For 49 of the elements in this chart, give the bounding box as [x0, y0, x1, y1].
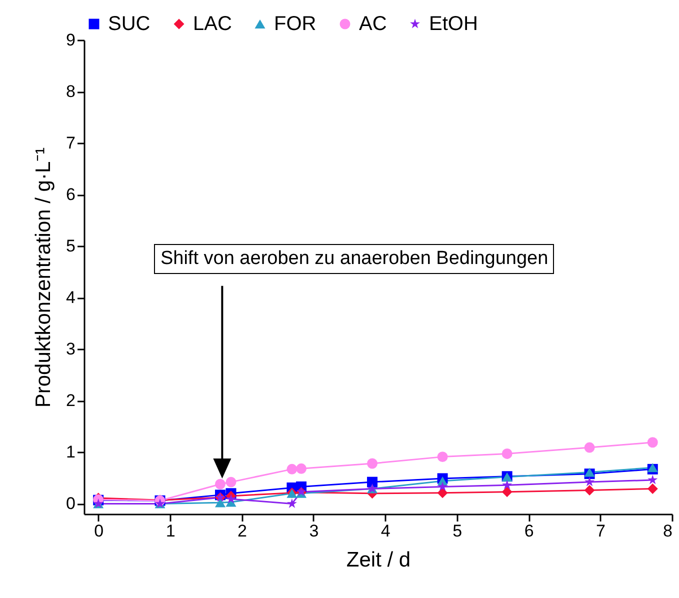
x-tick-label: 6: [524, 522, 534, 540]
x-tick-label: 8: [663, 522, 672, 540]
legend-label: SUC: [108, 13, 150, 35]
y-tick-label: 5: [66, 236, 76, 256]
x-tick-label: 2: [238, 522, 247, 540]
point: [647, 437, 658, 448]
legend-label: LAC: [193, 13, 232, 35]
point: [584, 468, 595, 477]
point: [367, 476, 378, 488]
point: [502, 480, 512, 490]
y-tick-label: 0: [66, 494, 76, 514]
point: [226, 494, 236, 504]
point: [286, 498, 297, 508]
point: [437, 452, 448, 462]
legend-label: AC: [359, 13, 387, 35]
x-tick-label: 3: [309, 522, 319, 540]
point: [584, 442, 595, 453]
point: [438, 481, 448, 491]
point: [437, 488, 448, 498]
x-tick-label: 0: [94, 522, 104, 540]
legend-label: FOR: [274, 13, 316, 35]
point: [648, 474, 658, 484]
point: [502, 448, 512, 459]
x-tick-label: 4: [380, 522, 390, 540]
y-tick-label: 8: [66, 82, 76, 102]
x-axis-title: Zeit / d: [346, 548, 411, 572]
point: [584, 485, 595, 496]
point: [226, 476, 236, 488]
point: [367, 458, 378, 469]
y-tick-label: 6: [66, 185, 76, 204]
point: [296, 463, 307, 474]
x-tick-label: 5: [452, 522, 462, 540]
y-tick-label: 3: [66, 340, 76, 359]
y-tick-label: 4: [66, 288, 76, 308]
x-tick-label: 1: [166, 522, 176, 540]
point: [215, 478, 226, 490]
y-tick-label: 7: [66, 134, 76, 153]
y-tick-label: 2: [66, 391, 76, 410]
x-tick-label: 7: [596, 522, 606, 540]
y-tick-label: 9: [66, 30, 76, 50]
annotation: Shift von aeroben zu anaeroben Bedingungen: [154, 244, 554, 274]
point: [584, 476, 595, 486]
point: [502, 486, 512, 498]
legend-label: EtOH: [429, 13, 478, 35]
y-axis-title: Produktkonzentration / g·L⁻¹: [32, 147, 56, 408]
point: [215, 498, 226, 508]
point: [647, 484, 658, 494]
point: [286, 464, 298, 474]
y-tick-label: 1: [66, 442, 76, 462]
